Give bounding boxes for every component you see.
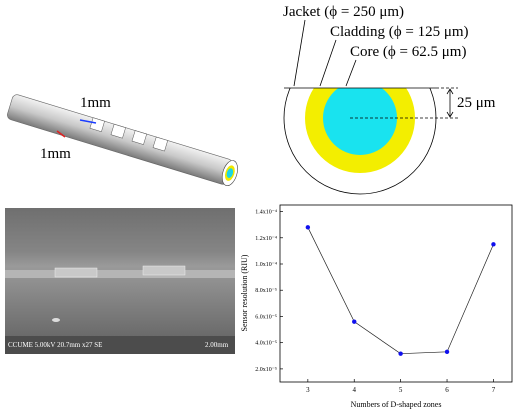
data-point <box>352 319 357 324</box>
y-tick-label: 1.2x10⁻⁴ <box>255 236 277 242</box>
data-point <box>398 351 403 356</box>
x-axis-label: Numbers of D-shaped zones <box>351 400 442 409</box>
x-tick-label: 7 <box>492 386 496 394</box>
arrowheads <box>446 88 454 118</box>
x-tick-label: 3 <box>306 386 310 394</box>
cross-section <box>283 88 437 195</box>
x-tick-label: 5 <box>399 386 403 394</box>
sem-image: CCUME 5.00kV 20.7mm x27 SE 2.00mm <box>5 208 235 354</box>
dim-label: 1mm <box>80 95 111 111</box>
offset-label: 25 μm <box>457 95 496 111</box>
y-tick-label: 1.0x10⁻⁴ <box>255 262 277 268</box>
plot-frame <box>279 204 513 383</box>
jacket-label: Jacket (ϕ = 250 μm) <box>283 4 404 20</box>
y-tick-label: 6.0x10⁻⁵ <box>255 314 277 320</box>
data-line <box>307 227 494 355</box>
data-point <box>444 349 450 355</box>
data-point <box>305 225 311 230</box>
y-tick-label: 4.0x10⁻⁵ <box>255 341 277 347</box>
data-point <box>491 242 496 247</box>
y-tick-label: 8.0x10⁻⁵ <box>255 288 277 294</box>
arrow <box>56 130 66 138</box>
cladding-label: Cladding (ϕ = 125 μm) <box>330 24 469 40</box>
fiber-drawing <box>7 94 238 187</box>
y-tick-label: 1.4x10⁻⁴ <box>255 210 277 216</box>
y-axis-label: Sensor resolution (RIU) <box>240 254 249 331</box>
x-tick-label: 6 <box>445 386 449 394</box>
dim-label: 1mm <box>40 146 71 162</box>
x-tick-label: 4 <box>352 386 356 394</box>
arrow <box>79 119 97 124</box>
core-label: Core (ϕ = 62.5 μm) <box>350 44 466 60</box>
sem-scale: 2.00mm <box>205 341 229 349</box>
sem-info: CCUME 5.00kV 20.7mm x27 SE <box>8 341 102 349</box>
y-tick-label: 2.0x10⁻⁵ <box>255 367 277 373</box>
pointer-lines <box>293 19 357 87</box>
